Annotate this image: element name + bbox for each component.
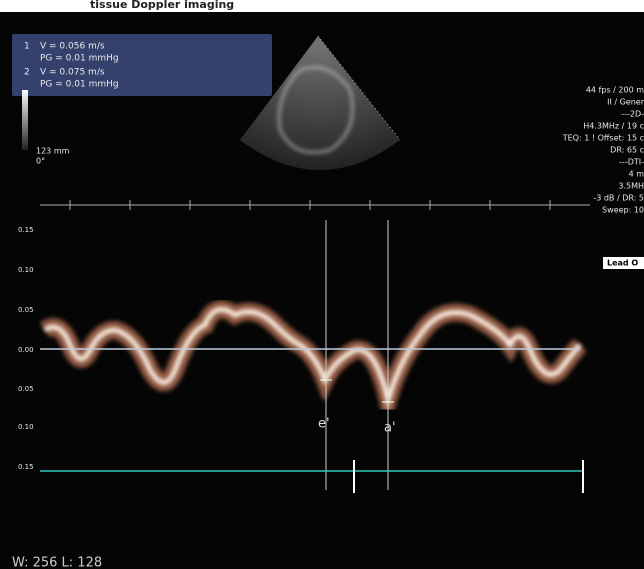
- measure-index: 1: [24, 42, 30, 52]
- ultrasound-screen: tissue Doppler imaging 1 V = 0.056 m/s P…: [0, 0, 644, 569]
- depth: 123 mm: [36, 147, 70, 156]
- scale-label: 0.10: [18, 423, 34, 431]
- setting: DR: 65 c: [610, 146, 644, 155]
- gray-scale-bar: [22, 90, 28, 150]
- measure-gradient: PG = 0.01 mmHg: [40, 54, 119, 64]
- scale-label: 0.05: [18, 385, 34, 393]
- measure-gradient: PG = 0.01 mmHg: [40, 80, 119, 90]
- display: tissue Doppler imaging 1 V = 0.056 m/s P…: [0, 0, 644, 569]
- setting: -3 dB / DR: 5: [593, 194, 644, 203]
- measure-index: 2: [24, 68, 30, 78]
- marker-label: a': [384, 421, 396, 436]
- measure-velocity: V = 0.056 m/s: [40, 42, 105, 52]
- setting: TEQ: 1 ! Offset: 15 c: [562, 134, 644, 143]
- setting: H4.3MHz / 19 c: [583, 122, 644, 131]
- velocity-scale: 0.15 0.10 0.05 0.00 0.05 0.10 0.15: [18, 226, 34, 471]
- setting: II / Gener: [607, 98, 644, 107]
- scale-label: 0.05: [18, 306, 34, 314]
- caption: tissue Doppler imaging: [90, 0, 234, 11]
- window-level: W: 256 L: 128: [12, 556, 102, 569]
- scale-label: 0.15: [18, 226, 34, 234]
- angle: 0°: [36, 157, 45, 166]
- setting: ---DTI-: [619, 158, 644, 167]
- measure-velocity: V = 0.075 m/s: [40, 68, 105, 78]
- settings-panel: 44 fps / 200 m II / Gener ---2D- H4.3MHz…: [562, 86, 644, 215]
- scale-label: 0.00: [18, 346, 34, 354]
- setting: 44 fps / 200 m: [586, 86, 644, 95]
- scale-label: 0.10: [18, 266, 34, 274]
- setting: Sweep: 10: [602, 206, 644, 215]
- setting: 4 m: [629, 170, 644, 179]
- setting: 3.5MH: [618, 182, 644, 191]
- lead-button-label[interactable]: Lead O: [607, 259, 638, 268]
- setting: ---2D-: [621, 110, 644, 119]
- scale-label: 0.15: [18, 463, 34, 471]
- marker-label: e': [318, 417, 330, 432]
